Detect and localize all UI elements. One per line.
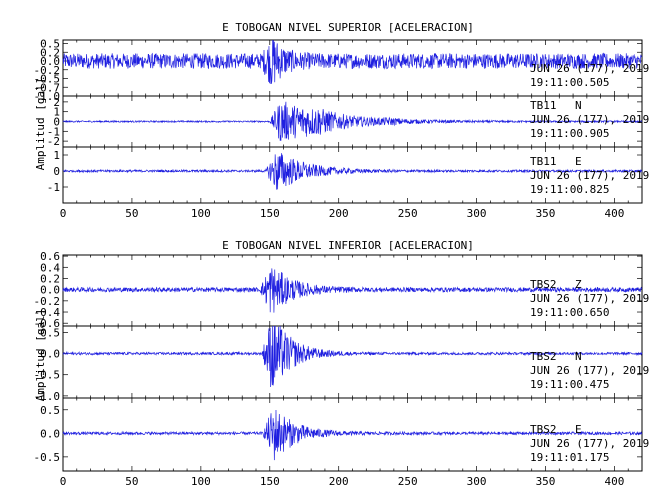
x-tick-label: 250 xyxy=(398,475,418,488)
date-label: JUN 26 (177), 2019 xyxy=(530,437,649,450)
waveform-trace xyxy=(62,153,643,190)
y-tick-label: -2 xyxy=(47,135,60,148)
lower-panel: E TOBOGAN NIVEL INFERIOR [ACELERACION] A… xyxy=(34,239,650,488)
x-tick-label: 250 xyxy=(398,207,418,220)
y-tick-label: 0.0 xyxy=(40,348,60,361)
date-label: JUN 26 (177), 2019 xyxy=(530,292,649,305)
y-tick-label: -1 xyxy=(47,125,60,138)
date-label: JUN 26 (177), 2019 xyxy=(530,169,649,182)
x-tick-label: 50 xyxy=(125,475,138,488)
y-tick-label: -0.5 xyxy=(34,451,61,464)
time-label: 19:11:00.825 xyxy=(530,183,609,196)
y-tick-label: -0.4 xyxy=(34,306,61,319)
y-tick-label: -1.0 xyxy=(34,90,61,103)
y-tick-label: 0.5 xyxy=(40,38,60,51)
y-tick-label: 1 xyxy=(53,106,60,119)
x-tick-label: 100 xyxy=(191,207,211,220)
x-tick-label: 200 xyxy=(329,207,349,220)
date-label: JUN 26 (177), 2019 xyxy=(530,113,649,126)
x-tick-label: 400 xyxy=(604,475,624,488)
y-tick-label: 0 xyxy=(53,116,60,129)
lower-panel-title: E TOBOGAN NIVEL INFERIOR [ACELERACION] xyxy=(222,239,474,252)
time-label: 19:11:00.650 xyxy=(530,306,609,319)
time-label: 19:11:00.475 xyxy=(530,378,609,391)
y-tick-label: 0.0 xyxy=(40,55,60,68)
waveform-trace xyxy=(62,39,643,84)
x-tick-label: 400 xyxy=(604,207,624,220)
y-tick-label: -1.0 xyxy=(34,390,61,403)
y-tick-label: 0.6 xyxy=(40,250,60,263)
x-tick-label: 350 xyxy=(536,207,556,220)
y-tick-label: 0.2 xyxy=(40,46,60,59)
y-tick-label: 0.5 xyxy=(40,326,60,339)
time-label: 19:11:00.905 xyxy=(530,127,609,140)
lower-x-axis: 0 50 100 150 200 250 300 350 400 xyxy=(60,475,625,488)
y-tick-label: 0 xyxy=(53,165,60,178)
component-label: E xyxy=(575,423,582,436)
y-tick-label: 0.0 xyxy=(40,284,60,297)
y-tick-label: -0.6 xyxy=(34,317,61,330)
component-label: E xyxy=(575,155,582,168)
channel-plot: 0.50.20.0-0.2-0.5-0.7-1.0 JUN 26 (177), 2… xyxy=(34,38,650,104)
y-tick-label: -0.5 xyxy=(34,73,61,86)
x-tick-label: 200 xyxy=(329,475,349,488)
x-tick-label: 50 xyxy=(125,207,138,220)
waveform-trace xyxy=(62,101,643,141)
y-tick-label: -0.2 xyxy=(34,295,61,308)
x-tick-label: 150 xyxy=(260,207,280,220)
station-label: TBS2 xyxy=(530,278,557,291)
upper-channels: 0.50.20.0-0.2-0.5-0.7-1.0 JUN 26 (177), 2… xyxy=(34,38,650,204)
upper-panel: E TOBOGAN NIVEL SUPERIOR [ACELERACION] A… xyxy=(34,21,650,220)
x-tick-label: 0 xyxy=(60,207,67,220)
lower-panel-ylabel: Amplitud [gal] xyxy=(34,309,47,402)
x-tick-label: 350 xyxy=(536,475,556,488)
station-label: TB11 xyxy=(530,99,557,112)
waveform-trace xyxy=(62,409,643,461)
date-label: JUN 26 (177), 2019 xyxy=(530,62,649,75)
y-tick-label: -0.2 xyxy=(34,64,61,77)
y-tick-label: -0.5 xyxy=(34,369,61,382)
y-tick-label: 0.0 xyxy=(40,427,60,440)
upper-panel-title: E TOBOGAN NIVEL SUPERIOR [ACELERACION] xyxy=(222,21,474,34)
component-label: N xyxy=(575,99,582,112)
station-label: TBS2 xyxy=(530,350,557,363)
component-label: Z xyxy=(575,278,582,291)
y-tick-label: 0.2 xyxy=(40,272,60,285)
upper-x-axis: 0 50 100 150 200 250 300 350 400 xyxy=(60,207,625,220)
y-tick-label: 0.4 xyxy=(40,261,60,274)
waveform-trace xyxy=(62,325,643,387)
time-label: 19:11:00.505 xyxy=(530,76,609,89)
y-tick-label: 2 xyxy=(53,96,60,109)
x-tick-label: 0 xyxy=(60,475,67,488)
y-tick-label: 0.5 xyxy=(40,404,60,417)
time-label: 19:11:01.175 xyxy=(530,451,609,464)
date-label: JUN 26 (177), 2019 xyxy=(530,364,649,377)
component-label: N xyxy=(575,350,582,363)
y-tick-label: -1 xyxy=(47,181,60,194)
y-tick-label: 1 xyxy=(53,149,60,162)
x-tick-label: 300 xyxy=(467,207,487,220)
x-tick-label: 100 xyxy=(191,475,211,488)
upper-panel-ylabel: Amplitud [gal] xyxy=(34,78,47,171)
x-tick-label: 300 xyxy=(467,475,487,488)
waveform-trace xyxy=(62,268,643,313)
x-tick-label: 150 xyxy=(260,475,280,488)
station-label: TB11 xyxy=(530,155,557,168)
station-label: TBS2 xyxy=(530,423,557,436)
y-tick-label: -0.7 xyxy=(34,81,61,94)
